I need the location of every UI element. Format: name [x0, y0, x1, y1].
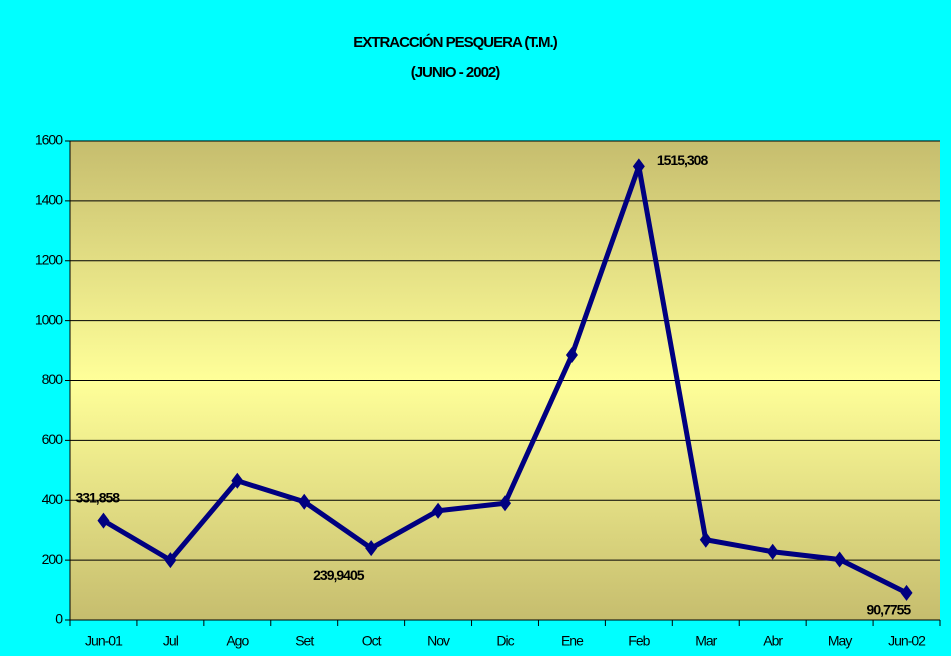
x-tick-label: Abr [763, 633, 783, 649]
x-tick-label: Jun-02 [888, 633, 926, 649]
chart-subtitle: (JUNIO - 2002) [411, 64, 501, 81]
x-tick-label: Nov [427, 633, 450, 649]
marker [365, 540, 378, 557]
y-tick-label: 800 [42, 371, 64, 387]
marker [565, 347, 578, 364]
value-label: 331,858 [75, 489, 120, 505]
marker [766, 543, 779, 560]
x-tick-label: Mar [695, 633, 717, 649]
x-tick-label: May [828, 633, 852, 649]
marker [699, 531, 712, 548]
y-tick-label: 400 [42, 491, 64, 507]
x-tick-label: Jun-01 [85, 633, 123, 649]
x-tick-label: Oct [362, 633, 382, 649]
marker [164, 552, 177, 569]
y-tick-label: 1200 [35, 251, 63, 267]
x-tick-label: Feb [628, 633, 650, 649]
marker [632, 158, 645, 175]
x-tick-label: Ago [226, 633, 249, 649]
marker [298, 493, 311, 510]
y-tick-label: 0 [55, 611, 63, 627]
marker [432, 502, 445, 519]
marker [231, 472, 244, 489]
x-tick-label: Ene [561, 633, 584, 649]
x-tick-label: Set [295, 633, 314, 649]
value-label: 90,7755 [867, 602, 912, 618]
x-tick-label: Jul [163, 633, 179, 649]
y-tick-label: 600 [42, 431, 64, 447]
y-tick-label: 200 [42, 551, 64, 567]
marker [97, 512, 110, 529]
y-tick-label: 1600 [35, 132, 63, 148]
marker [499, 495, 511, 512]
y-tick-label: 1400 [35, 192, 63, 208]
value-label: 1515,308 [657, 152, 709, 168]
value-label: 239,9405 [313, 567, 365, 583]
chart-title: EXTRACCIÓN PESQUERA (T.M.) [353, 33, 557, 51]
marker [833, 551, 846, 568]
x-tick-label: Dic [496, 633, 514, 649]
marker [900, 584, 913, 601]
y-tick-label: 1000 [35, 311, 63, 327]
